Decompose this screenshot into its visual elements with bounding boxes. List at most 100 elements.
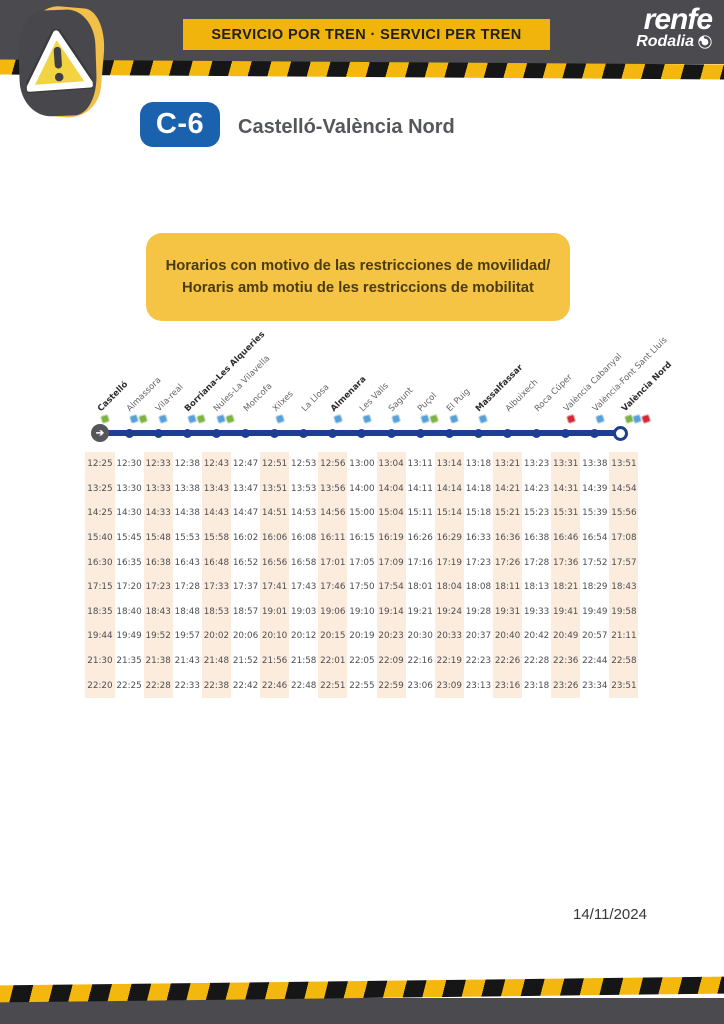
time-cell: 19:41 <box>553 606 579 617</box>
time-cell: 21:35 <box>116 656 142 667</box>
time-cell: 20:23 <box>378 631 404 642</box>
time-cell: 15:23 <box>523 508 550 519</box>
time-cell: 14:38 <box>174 508 200 519</box>
time-cell: 15:40 <box>87 533 113 544</box>
time-cell: 14:21 <box>494 483 521 494</box>
time-cell: 17:09 <box>378 557 404 568</box>
time-cell: 20:37 <box>465 631 492 642</box>
time-cell: 16:19 <box>378 533 404 544</box>
time-cell: 20:57 <box>582 631 608 642</box>
time-cell: 23:13 <box>465 680 492 691</box>
time-cell: 17:01 <box>320 557 346 568</box>
time-cell: 13:14 <box>436 459 462 470</box>
time-cell: 17:37 <box>232 582 259 593</box>
time-cell: 12:47 <box>232 459 259 470</box>
time-cell: 16:56 <box>261 557 288 568</box>
timetable-column: 13:23 14:23 15:23 16:38 17:28 18:13 19:33 20:42… <box>522 452 551 698</box>
time-cell: 18:48 <box>174 606 200 617</box>
time-cell: 19:10 <box>349 606 375 617</box>
time-cell: 14:00 <box>349 483 375 494</box>
time-cell: 17:36 <box>553 557 579 568</box>
time-cell: 19:06 <box>320 606 346 617</box>
time-cell: 19:03 <box>291 606 317 617</box>
time-cell: 21:38 <box>145 656 171 667</box>
time-cell: 21:11 <box>611 631 637 642</box>
time-cell: 18:29 <box>582 582 608 593</box>
time-cell: 15:56 <box>611 508 637 519</box>
time-cell: 18:43 <box>145 606 171 617</box>
time-cell: 17:20 <box>116 582 142 593</box>
time-cell: 19:14 <box>378 606 404 617</box>
warning-triangle-icon <box>23 28 94 94</box>
time-cell: 14:18 <box>465 483 492 494</box>
timetable-column: 13:18 14:18 15:18 16:33 17:23 18:08 19:28 20:37… <box>464 452 493 698</box>
time-cell: 14:47 <box>232 508 259 519</box>
notice-line-es: Horarios con motivo de las restricciones… <box>165 258 551 274</box>
time-cell: 20:42 <box>523 631 550 642</box>
time-cell: 20:02 <box>203 631 230 642</box>
time-cell: 19:24 <box>436 606 462 617</box>
time-cell: 17:50 <box>349 582 375 593</box>
time-cell: 22:09 <box>378 656 404 667</box>
time-cell: 22:16 <box>407 656 433 667</box>
time-cell: 17:46 <box>320 582 346 593</box>
time-cell: 16:06 <box>261 533 288 544</box>
line-badge-label: C-6 <box>155 108 205 140</box>
time-cell: 19:01 <box>261 606 288 617</box>
time-cell: 12:51 <box>261 459 288 470</box>
time-cell: 13:38 <box>174 483 200 494</box>
time-cell: 23:51 <box>611 680 637 691</box>
timetable-column: 12:38 13:38 14:38 15:53 16:43 17:28 18:48 19:57… <box>173 452 202 698</box>
time-cell: 15:04 <box>378 508 404 519</box>
time-cell: 20:40 <box>494 631 521 642</box>
time-cell: 13:11 <box>407 459 433 470</box>
time-cell: 17:41 <box>261 582 288 593</box>
time-cell: 14:54 <box>611 483 637 494</box>
time-cell: 15:31 <box>553 508 579 519</box>
time-cell: 13:33 <box>145 483 171 494</box>
time-cell: 14:30 <box>116 508 142 519</box>
time-cell: 16:36 <box>494 533 521 544</box>
time-cell: 15:21 <box>494 508 521 519</box>
timetable-column: 13:04 14:04 15:04 16:19 17:09 17:54 19:14 20:23… <box>376 452 406 698</box>
time-cell: 16:54 <box>582 533 608 544</box>
time-cell: 12:43 <box>203 459 230 470</box>
time-cell: 15:00 <box>349 508 375 519</box>
time-cell: 18:13 <box>523 582 550 593</box>
time-cell: 21:30 <box>87 656 113 667</box>
time-cell: 20:06 <box>232 631 259 642</box>
time-cell: 20:30 <box>407 631 433 642</box>
time-cell: 17:15 <box>87 582 113 593</box>
time-cell: 21:56 <box>261 656 288 667</box>
time-cell: 14:33 <box>145 508 171 519</box>
time-cell: 21:58 <box>291 656 317 667</box>
time-cell: 14:53 <box>291 508 317 519</box>
time-cell: 14:31 <box>553 483 579 494</box>
time-cell: 17:28 <box>174 582 200 593</box>
time-cell: 12:53 <box>291 459 317 470</box>
line-badge: C-6 <box>140 102 220 147</box>
time-cell: 18:21 <box>553 582 579 593</box>
time-cell: 23:18 <box>523 680 550 691</box>
time-cell: 19:28 <box>465 606 492 617</box>
time-cell: 12:56 <box>320 459 346 470</box>
time-cell: 21:52 <box>232 656 259 667</box>
time-cell: 19:57 <box>174 631 200 642</box>
timetable-column: 12:51 13:51 14:51 16:06 16:56 17:41 19:01 20:10… <box>260 452 290 698</box>
time-cell: 14:23 <box>523 483 550 494</box>
time-cell: 15:39 <box>582 508 608 519</box>
timetable-column: 12:47 13:47 14:47 16:02 16:52 17:37 18:57 20:06… <box>231 452 260 698</box>
time-cell: 15:45 <box>116 533 142 544</box>
restriction-notice: Horarios con motivo de las restricciones… <box>146 233 570 321</box>
timetable-column: 13:38 14:39 15:39 16:54 17:52 18:29 19:49 20:57… <box>580 452 609 698</box>
time-cell: 23:34 <box>582 680 608 691</box>
time-cell: 16:38 <box>145 557 171 568</box>
time-cell: 16:52 <box>232 557 259 568</box>
time-cell: 16:30 <box>87 557 113 568</box>
time-cell: 22:42 <box>232 680 259 691</box>
time-cell: 12:30 <box>116 459 142 470</box>
time-cell: 17:43 <box>291 582 317 593</box>
time-cell: 13:56 <box>320 483 346 494</box>
time-cell: 12:25 <box>87 459 113 470</box>
